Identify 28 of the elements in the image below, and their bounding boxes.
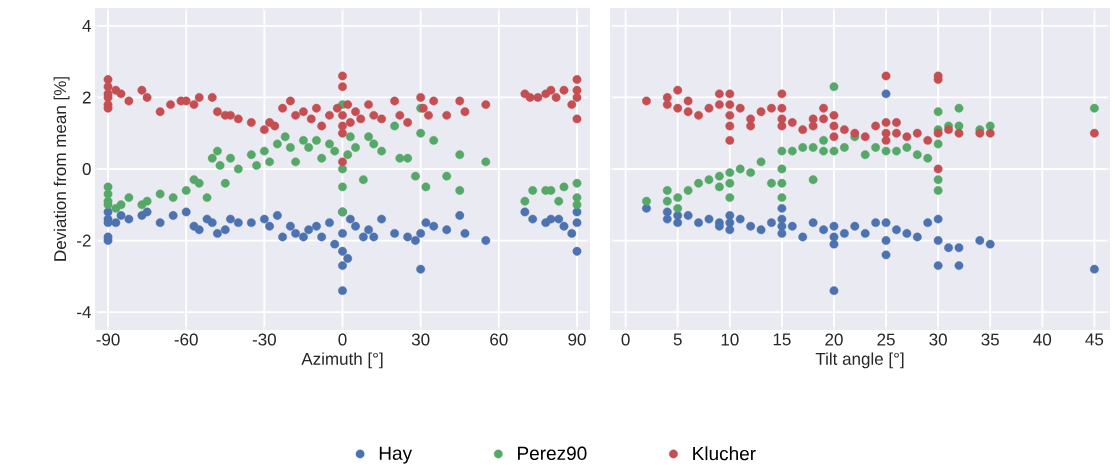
legend-label: Perez90	[518, 446, 587, 461]
x-tick-label: 30	[411, 333, 430, 346]
x-tick-label: -30	[252, 333, 276, 346]
x-tick-label: 15	[773, 333, 791, 346]
y-tick-label: 0	[82, 162, 91, 176]
y-axis-title: Deviation from mean [%]	[53, 77, 70, 261]
x-tick-label: 45	[1085, 333, 1104, 346]
x-tick-label: 30	[929, 333, 947, 346]
x-tick-label: 60	[490, 333, 508, 346]
x-tick-label: 35	[981, 333, 999, 346]
legend-label: Klucher	[693, 446, 756, 461]
x-tick-label: 10	[721, 333, 739, 346]
x-tick-label: 20	[825, 333, 843, 346]
x-tick-label: 40	[1033, 333, 1052, 346]
legend-label: Hay	[379, 446, 413, 464]
x-tick-label: -60	[174, 333, 198, 346]
x-axis-title: Azimuth [°]	[301, 352, 383, 369]
x-tick-label: 0	[338, 333, 347, 346]
x-tick-label: 90	[568, 333, 586, 346]
x-tick-label: 5	[673, 333, 682, 346]
y-tick-label: -4	[77, 306, 91, 318]
x-tick-label: 0	[621, 333, 630, 346]
y-tick-label: -2	[77, 234, 91, 247]
x-axis-title: Tilt angle [°]	[815, 352, 904, 369]
x-tick-label: 25	[877, 333, 895, 346]
y-tick-label: 2	[82, 91, 91, 104]
y-tick-label: 4	[82, 20, 91, 32]
x-tick-label: -90	[96, 333, 120, 346]
